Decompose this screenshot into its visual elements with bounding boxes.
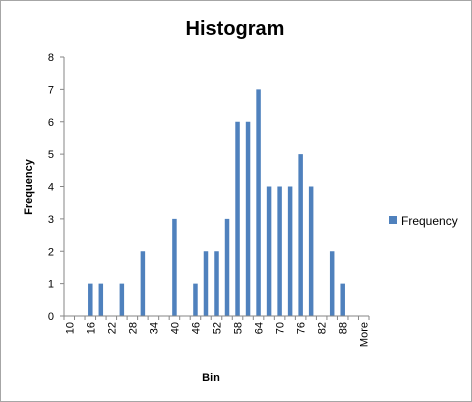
bar [245, 121, 251, 316]
x-tick-label: 58 [233, 322, 245, 334]
x-tick-label: 46 [190, 322, 202, 334]
x-tick-label: 82 [317, 322, 329, 334]
x-tick-label: 88 [338, 322, 350, 334]
x-tick-label: 40 [169, 322, 181, 334]
y-tick-label: 3 [48, 214, 54, 226]
chart-title: Histogram [186, 18, 285, 40]
bar [277, 186, 282, 316]
y-tick-label: 2 [48, 246, 54, 258]
bar [88, 283, 93, 316]
x-tick-label: 10 [64, 322, 76, 334]
bar [298, 154, 303, 316]
y-tick-label: 5 [48, 149, 54, 161]
y-tick-label: 6 [48, 117, 54, 129]
bar [172, 218, 177, 316]
y-tick-label: 1 [48, 279, 54, 291]
bar [98, 283, 104, 316]
bar [308, 186, 314, 316]
x-tick-label: 16 [85, 322, 97, 334]
bar [203, 251, 209, 316]
bar [140, 251, 146, 316]
y-tick-label: 8 [48, 52, 54, 64]
x-axis-ticks: 10 16 22 28 34 40 46 52 58 64 70 76 82 88 More [63, 316, 371, 347]
bar [329, 251, 335, 316]
x-tick-label: 76 [296, 322, 308, 334]
bar [287, 186, 293, 316]
x-tick-label: 34 [148, 322, 160, 334]
bar [235, 121, 240, 316]
x-tick-label: More [359, 322, 371, 347]
bar [214, 251, 219, 316]
legend-label: Frequency [401, 214, 458, 228]
x-axis-title: Bin [202, 372, 220, 384]
y-axis-title: Frequency [23, 158, 35, 215]
x-tick-label: 22 [106, 322, 118, 334]
bar-series [88, 89, 345, 316]
bar [119, 283, 125, 316]
bar [340, 283, 345, 316]
legend-swatch [389, 216, 397, 224]
legend: Frequency [389, 214, 458, 228]
x-tick-label: 70 [275, 322, 287, 334]
y-tick-label: 7 [48, 84, 54, 96]
y-axis-ticks: 0 1 2 3 4 5 6 7 8 [48, 52, 64, 323]
x-tick-label: 52 [212, 322, 224, 334]
bar [256, 89, 261, 316]
bar [224, 218, 230, 316]
bar [193, 283, 198, 316]
y-tick-label: 0 [48, 311, 54, 323]
x-tick-label: 64 [254, 322, 266, 334]
x-tick-label: 28 [127, 322, 139, 334]
bar [266, 186, 272, 316]
y-tick-label: 4 [48, 182, 54, 194]
